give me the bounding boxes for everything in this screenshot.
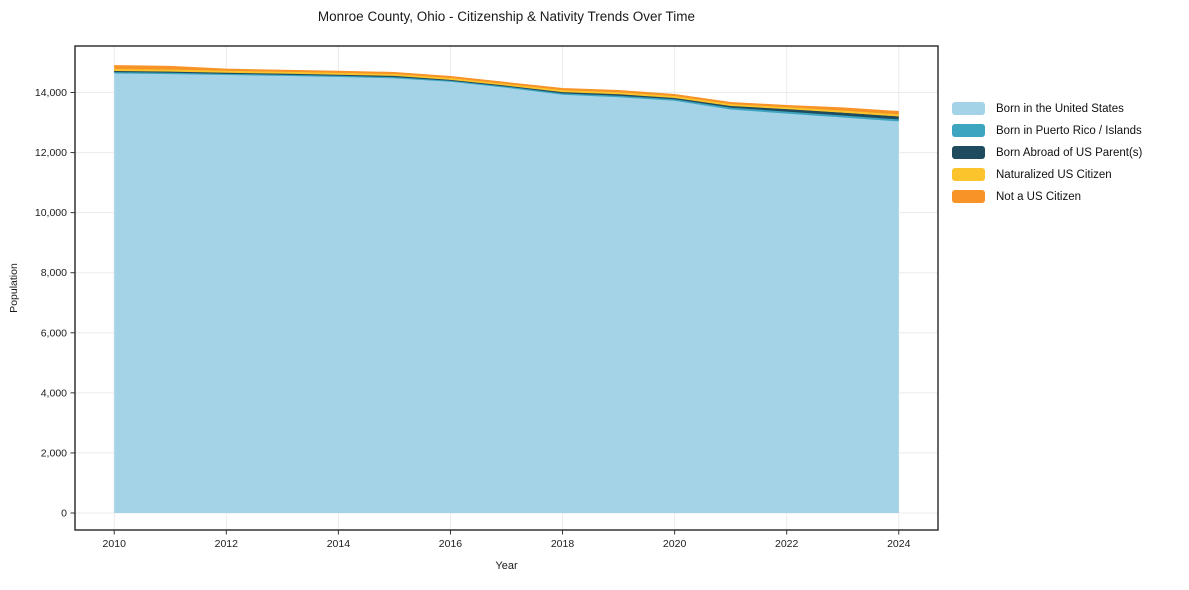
x-tick-label: 2016	[439, 538, 463, 550]
legend-label: Not a US Citizen	[996, 190, 1082, 203]
y-tick-label: 10,000	[35, 207, 67, 219]
legend-label: Born Abroad of US Parent(s)	[996, 146, 1143, 159]
legend-label: Naturalized US Citizen	[996, 168, 1112, 181]
legend-swatch-icon	[952, 146, 985, 159]
legend-item-3: Naturalized US Citizen	[952, 168, 1142, 181]
legend-item-1: Born in Puerto Rico / Islands	[952, 124, 1142, 137]
y-tick-label: 8,000	[41, 267, 67, 279]
y-tick-label: 0	[61, 507, 67, 519]
y-tick-label: 14,000	[35, 87, 67, 99]
legend-swatch-icon	[952, 124, 985, 137]
legend: Born in the United States Born in Puerto …	[952, 102, 1142, 203]
x-tick-label: 2024	[887, 538, 911, 550]
legend-item-4: Not a US Citizen	[952, 190, 1142, 203]
x-tick-label: 2012	[215, 538, 239, 550]
y-tick-label: 4,000	[41, 387, 67, 399]
x-tick-label: 2022	[775, 538, 799, 550]
y-tick-label: 6,000	[41, 327, 67, 339]
series-top-line	[114, 71, 899, 122]
legend-label: Born in Puerto Rico / Islands	[996, 124, 1142, 137]
plot-border	[74, 45, 939, 531]
legend-label: Born in the United States	[996, 102, 1124, 115]
series-top-line	[114, 68, 899, 117]
y-axis-title: Population	[8, 263, 20, 313]
legend-item-2: Born Abroad of US Parent(s)	[952, 146, 1142, 159]
x-axis-title: Year	[495, 560, 518, 572]
legend-swatch-icon	[952, 102, 985, 115]
area-series	[114, 72, 899, 513]
series-top-line	[114, 65, 899, 114]
chart-title: Monroe County, Ohio - Citizenship & Nati…	[317, 9, 696, 24]
legend-swatch-icon	[952, 190, 985, 203]
y-tick-label: 12,000	[35, 147, 67, 159]
legend-swatch-icon	[952, 168, 985, 181]
x-tick-label: 2014	[327, 538, 351, 550]
legend-item-0: Born in the United States	[952, 102, 1142, 115]
x-tick-label: 2020	[663, 538, 687, 550]
y-tick-label: 2,000	[41, 447, 67, 459]
x-tick-label: 2010	[103, 538, 127, 550]
x-tick-label: 2018	[551, 538, 575, 550]
